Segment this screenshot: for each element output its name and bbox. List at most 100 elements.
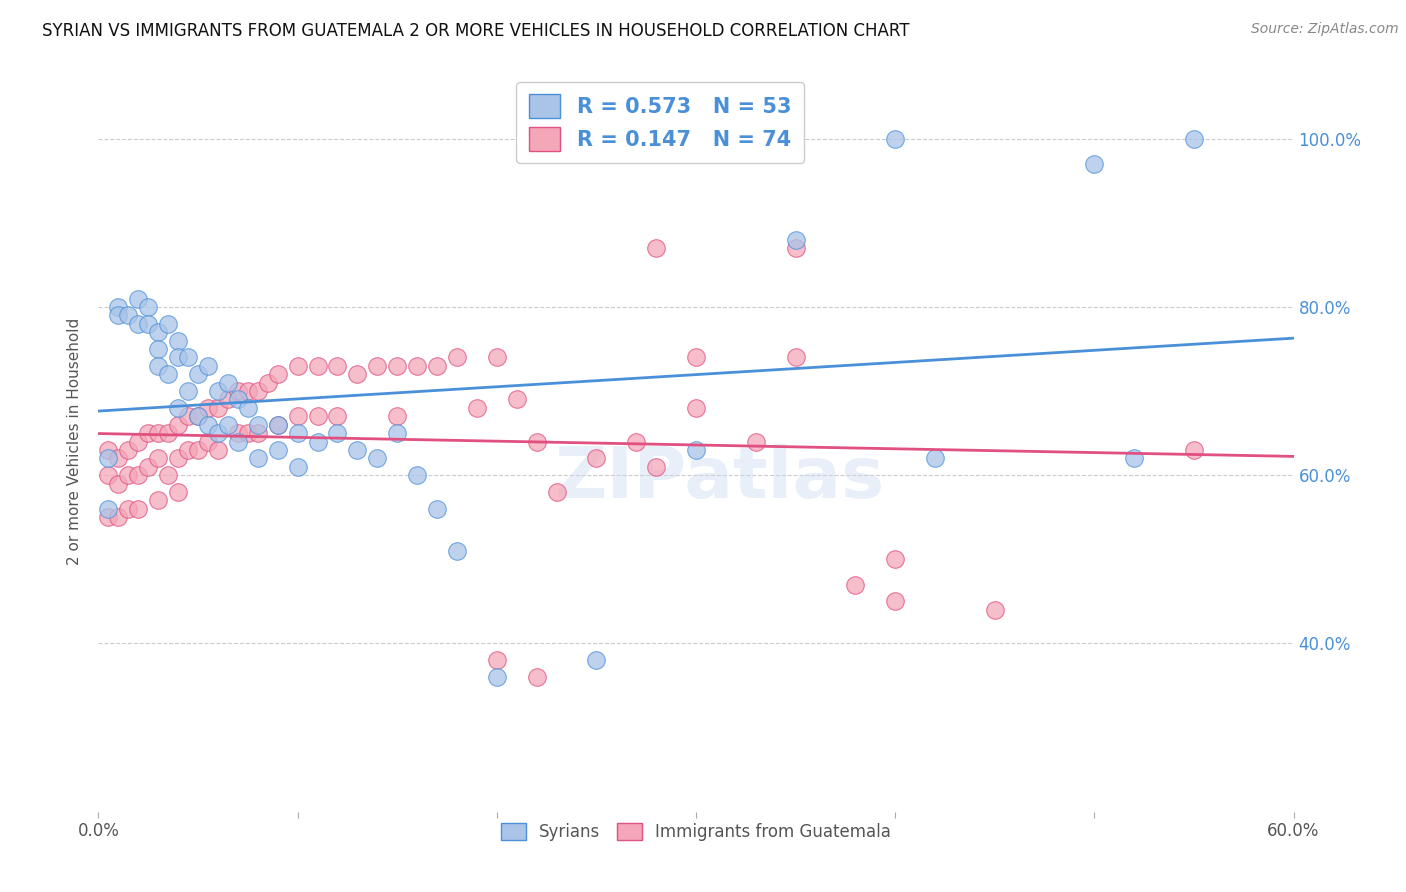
Point (246, 451, 269, 466)
Point (256, 376, 278, 390)
Point (236, 426, 259, 441)
Point (446, 351, 468, 365)
Point (485, 351, 508, 365)
Point (148, 359, 170, 373)
Point (117, 501, 139, 516)
Legend: Syrians, Immigrants from Guatemala: Syrians, Immigrants from Guatemala (494, 816, 898, 847)
Point (167, 417, 190, 432)
Point (685, 442, 707, 457)
Point (685, 401, 707, 415)
Point (177, 409, 200, 424)
Point (446, 544, 468, 558)
Point (127, 468, 149, 483)
Point (97, 510, 120, 524)
Point (207, 442, 229, 457)
Point (844, 577, 866, 591)
Point (1083, 157, 1105, 171)
Point (267, 417, 290, 432)
Point (287, 409, 309, 424)
Point (366, 359, 388, 373)
Point (107, 476, 129, 491)
Point (645, 459, 668, 474)
Point (157, 368, 180, 382)
Point (585, 653, 607, 667)
Point (167, 451, 190, 466)
Point (287, 426, 309, 441)
Point (127, 501, 149, 516)
Point (267, 368, 290, 382)
Point (187, 442, 209, 457)
Point (526, 434, 548, 449)
Point (148, 493, 170, 508)
Point (506, 392, 529, 407)
Point (626, 434, 648, 449)
Point (326, 426, 349, 441)
Point (136, 426, 159, 441)
Point (148, 342, 170, 356)
Point (346, 442, 368, 457)
Point (167, 401, 190, 415)
Point (246, 384, 269, 398)
Point (127, 317, 149, 331)
Point (107, 510, 129, 524)
Point (236, 401, 259, 415)
Point (287, 459, 309, 474)
Point (307, 409, 329, 424)
Point (346, 368, 368, 382)
Point (197, 417, 219, 432)
Point (177, 351, 200, 365)
Point (207, 426, 229, 441)
Point (226, 434, 249, 449)
Point (546, 485, 568, 500)
Point (107, 300, 129, 314)
Point (406, 359, 429, 373)
Point (127, 292, 149, 306)
Point (585, 451, 607, 466)
Point (97, 501, 120, 516)
Point (207, 401, 229, 415)
Point (326, 409, 349, 424)
Point (117, 309, 139, 323)
Point (1182, 131, 1205, 145)
Point (406, 468, 429, 483)
Point (97, 468, 120, 483)
Point (485, 670, 508, 684)
Point (167, 351, 190, 365)
Point (246, 417, 269, 432)
Point (207, 384, 229, 398)
Point (785, 351, 807, 365)
Point (685, 351, 707, 365)
Point (884, 552, 907, 566)
Point (97, 451, 120, 466)
Point (117, 442, 139, 457)
Point (267, 417, 290, 432)
Point (127, 434, 149, 449)
Point (167, 485, 190, 500)
Point (177, 442, 200, 457)
Text: SYRIAN VS IMMIGRANTS FROM GUATEMALA 2 OR MORE VEHICLES IN HOUSEHOLD CORRELATION : SYRIAN VS IMMIGRANTS FROM GUATEMALA 2 OR… (42, 22, 910, 40)
Point (307, 434, 329, 449)
Point (307, 359, 329, 373)
Point (385, 409, 409, 424)
Point (984, 603, 1007, 617)
Point (136, 459, 159, 474)
Point (107, 451, 129, 466)
Text: Source: ZipAtlas.com: Source: ZipAtlas.com (1251, 22, 1399, 37)
Point (217, 392, 239, 407)
Point (326, 359, 349, 373)
Point (148, 325, 170, 339)
Point (187, 409, 209, 424)
Point (267, 442, 290, 457)
Point (785, 233, 807, 247)
Point (148, 451, 170, 466)
Point (226, 426, 249, 441)
Point (197, 434, 219, 449)
Point (197, 401, 219, 415)
Point (465, 401, 488, 415)
Point (645, 241, 668, 255)
Point (485, 653, 508, 667)
Point (187, 368, 209, 382)
Point (385, 426, 409, 441)
Point (136, 300, 159, 314)
Point (745, 434, 768, 449)
